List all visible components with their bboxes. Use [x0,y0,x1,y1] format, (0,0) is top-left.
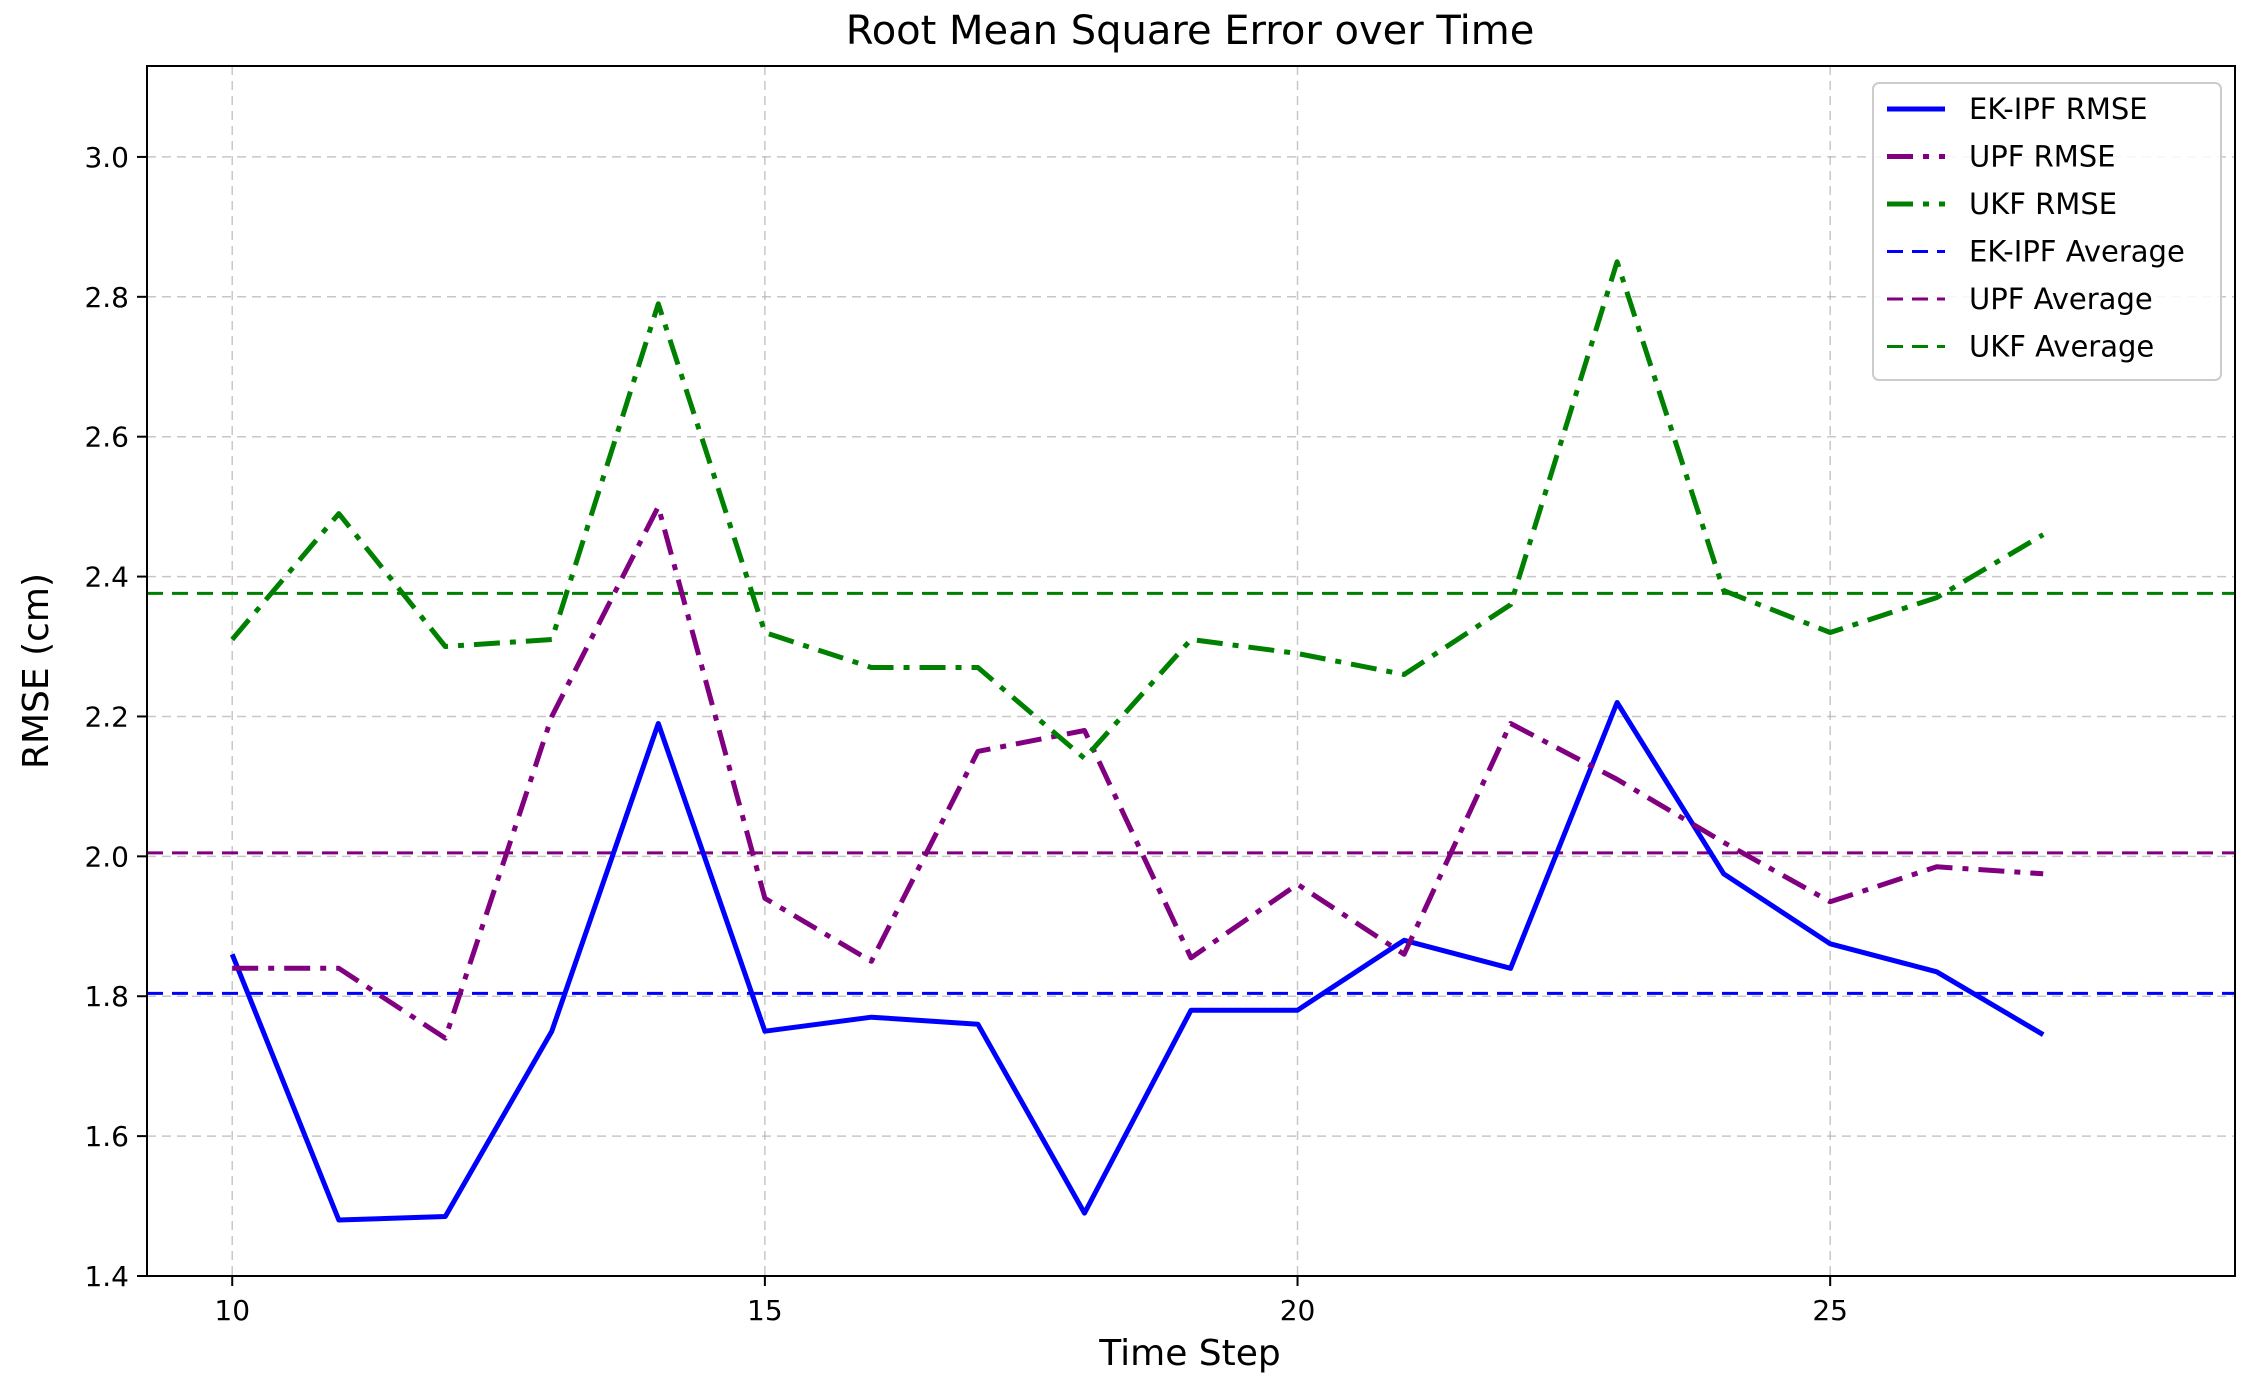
x-tick-label: 10 [214,1294,250,1327]
y-tick-label: 2.6 [84,421,129,454]
legend-box [1872,82,2222,381]
chart-title: Root Mean Square Error over Time [846,8,1535,54]
x-tick-label: 25 [1812,1294,1848,1327]
y-tick-label: 1.4 [84,1260,129,1293]
legend-label: UPF Average [1969,282,2153,316]
y-tick-label: 2.2 [84,700,129,733]
grid-lines [147,66,2235,1276]
x-tick-label: 15 [747,1294,783,1327]
y-axis-label: RMSE (cm) [16,573,57,769]
x-axis-ticks: 10 15 20 25 [214,1276,1848,1327]
y-tick-label: 1.8 [84,980,129,1013]
legend-label: UKF Average [1969,330,2154,364]
average-lines [147,591,2235,995]
series-line-2 [230,259,2045,761]
legend-label: UKF RMSE [1969,187,2117,221]
x-tick-label: 20 [1280,1294,1316,1327]
y-tick-label: 2.0 [84,840,129,873]
legend-label: UPF RMSE [1969,140,2116,174]
legend-label: EK-IPF Average [1969,235,2185,269]
plot-frame [146,65,2236,1277]
y-tick-label: 2.4 [84,561,129,594]
series-lines [229,259,2045,1223]
legend-label: EK-IPF RMSE [1969,92,2148,126]
series-line-0 [229,700,2045,1223]
y-tick-label: 3.0 [84,141,129,174]
y-axis-ticks: 1.4 1.6 1.8 2.0 2.2 2.4 2.6 2.8 3.0 [84,141,147,1293]
x-axis-label: Time Step [1098,1333,1281,1374]
y-tick-label: 1.6 [84,1120,129,1153]
series-line-1 [232,504,2044,1041]
legend: EK-IPF RMSE UPF RMSE UKF RMSE EK-IPF Averag… [1872,82,2222,381]
y-tick-label: 2.8 [84,281,129,314]
